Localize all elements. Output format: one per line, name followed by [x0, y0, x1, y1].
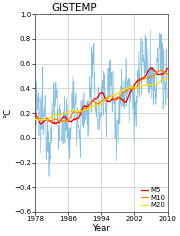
M20: [43, 118, 45, 121]
M5: [39, 121, 41, 124]
M20: [34, 118, 36, 121]
M10: [103, 99, 105, 101]
M20: [38, 119, 40, 122]
M20: [148, 83, 151, 86]
M5: [43, 120, 45, 123]
Line: M10: M10: [35, 71, 168, 122]
M20: [166, 77, 168, 80]
Y-axis label: °C: °C: [3, 108, 12, 118]
M5: [129, 92, 131, 94]
M10: [129, 87, 131, 90]
M20: [39, 119, 41, 122]
M10: [166, 72, 168, 75]
M5: [148, 68, 151, 71]
Line: M20: M20: [35, 78, 168, 120]
M20: [166, 77, 169, 80]
M10: [148, 76, 151, 79]
M5: [103, 93, 105, 96]
M10: [34, 118, 36, 121]
Line: M5: M5: [35, 68, 168, 124]
M10: [59, 120, 61, 123]
M10: [166, 73, 169, 76]
M5: [40, 122, 42, 125]
Text: GISTEMP: GISTEMP: [51, 4, 97, 13]
M5: [166, 67, 169, 70]
Legend: M5, M10, M20: M5, M10, M20: [141, 187, 165, 208]
M5: [150, 67, 152, 69]
M10: [160, 69, 162, 72]
M20: [129, 86, 131, 89]
M5: [166, 67, 168, 70]
M5: [34, 111, 36, 114]
M10: [39, 117, 41, 120]
M10: [43, 118, 45, 121]
X-axis label: Year: Year: [93, 223, 110, 232]
M20: [103, 100, 105, 103]
